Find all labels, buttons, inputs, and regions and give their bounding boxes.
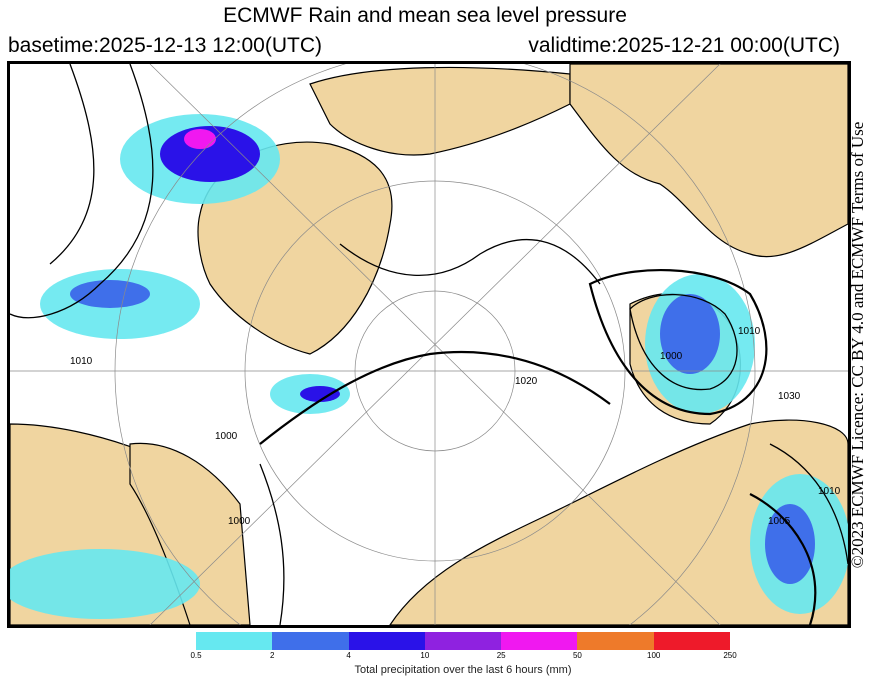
colorbar-tick: 250 [723, 651, 737, 660]
siberia-land [569, 64, 848, 258]
precip-blob-center-core [300, 386, 340, 402]
hudson-land [129, 442, 251, 625]
colorbar-segment [501, 632, 578, 650]
isobar-label: 1000 [660, 351, 683, 362]
colorbar-tick: 100 [647, 651, 661, 660]
isobar-label: 1010 [738, 326, 761, 337]
licence-credit: ©2023 ECMWF Licence: CC BY 4.0 and ECMWF… [846, 80, 870, 610]
eurasia-south-land [389, 419, 848, 625]
isobar-label: 1000 [228, 516, 251, 527]
precip-blob-greenland-peak [184, 129, 216, 149]
licence-text: ©2023 ECMWF Licence: CC BY 4.0 and ECMWF… [848, 121, 867, 569]
colorbar-tick: 4 [346, 651, 351, 660]
isobar-labels: 1010 1000 1010 1020 1030 1005 1010 1000 … [70, 326, 841, 527]
precip-blob-west-core [70, 280, 150, 308]
isobars [10, 64, 848, 625]
colorbar-tick: 2 [270, 651, 275, 660]
colorbar-ticks: 0.5 2 4 10 25 50 100 250 [190, 651, 736, 663]
precip-blob-se-core [765, 504, 815, 584]
precipitation-colorbar [196, 632, 730, 650]
isobar-label: 1030 [778, 391, 801, 402]
arctic-islands-land [309, 66, 571, 156]
colorbar-segment [577, 632, 654, 650]
colorbar-tick: 50 [572, 651, 582, 660]
validtime-label: validtime:2025-12-21 00:00(UTC) [528, 34, 840, 57]
precip-blob-sw [10, 549, 200, 619]
colorbar-tick: 0.5 [190, 651, 202, 660]
isobar-label: 1005 [768, 516, 791, 527]
colorbar-tick: 25 [496, 651, 506, 660]
colorbar-tick: 10 [420, 651, 430, 660]
isobar-label: 1010 [818, 486, 841, 497]
precip-blob-east-core [660, 294, 720, 374]
colorbar-segment [196, 632, 273, 650]
colorbar-segment [653, 632, 730, 650]
colorbar-segment [272, 632, 349, 650]
isobar-label: 1000 [215, 431, 238, 442]
basetime-label: basetime:2025-12-13 12:00(UTC) [8, 34, 322, 57]
colorbar-segment [424, 632, 502, 650]
colorbar-segment [348, 632, 425, 650]
graticule [10, 64, 848, 625]
colorbar-caption: Total precipitation over the last 6 hour… [354, 664, 572, 676]
chart-title: ECMWF Rain and mean sea level pressure [223, 4, 627, 27]
precipitation-map[interactable]: 1010 1000 1010 1020 1030 1005 1010 1000 … [7, 61, 851, 628]
isobar-label: 1020 [515, 376, 538, 387]
isobar-label: 1010 [70, 356, 93, 367]
